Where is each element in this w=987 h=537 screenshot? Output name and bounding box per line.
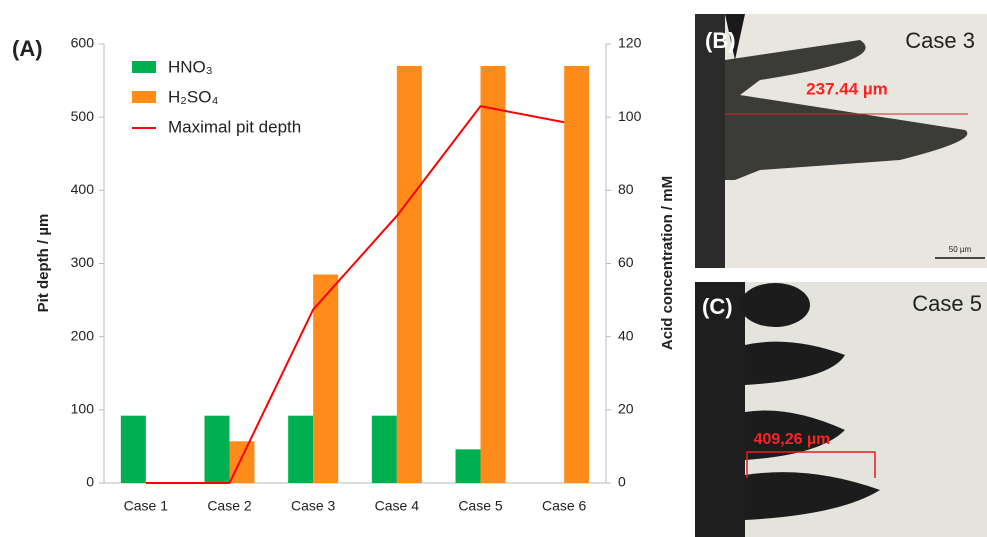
x-tick-label: Case 5: [458, 498, 503, 514]
y-tick-label: 200: [71, 327, 95, 343]
y-tick-label: 400: [71, 181, 95, 197]
bar: [288, 416, 313, 483]
legend-label: HNO₃: [168, 57, 213, 76]
bar: [372, 416, 397, 483]
y-tick-label: 600: [71, 35, 95, 51]
bar: [121, 416, 146, 483]
image-caption: Case 5: [912, 291, 982, 316]
bar: [481, 66, 506, 483]
figure: (A) Pit depth / µm Acid concentration / …: [0, 0, 987, 537]
measurement-label: 237.44 µm: [806, 79, 888, 98]
y2-tick-label: 100: [618, 108, 642, 124]
y-tick-label: 500: [71, 108, 95, 124]
legend-label: Maximal pit depth: [168, 117, 301, 136]
legend-swatch: [132, 61, 156, 73]
y2-tick-label: 0: [618, 474, 626, 490]
y-tick-label: 300: [71, 254, 95, 270]
y2-tick-label: 120: [618, 35, 642, 51]
y-tick-label: 100: [71, 401, 95, 417]
image-caption: Case 3: [905, 28, 975, 53]
panel-label: (B): [705, 28, 736, 53]
x-tick-label: Case 3: [291, 498, 336, 514]
measurement-label: 409,26 µm: [754, 431, 831, 448]
y2-axis-label: Acid concentration / mM: [659, 176, 676, 350]
x-tick-label: Case 2: [207, 498, 252, 514]
legend-label: H₂SO₄: [168, 87, 218, 106]
legend-swatch: [132, 91, 156, 103]
y-axis-label: Pit depth / µm: [35, 214, 52, 313]
y2-tick-label: 80: [618, 181, 634, 197]
y2-tick-label: 60: [618, 254, 634, 270]
bar: [456, 449, 481, 483]
x-tick-label: Case 1: [124, 498, 169, 514]
y2-tick-label: 20: [618, 401, 634, 417]
panel-label: (C): [702, 294, 733, 319]
bar: [205, 416, 230, 483]
y-tick-label: 0: [86, 474, 94, 490]
micrograph-c: [695, 282, 987, 537]
bar: [397, 66, 422, 483]
y2-tick-label: 40: [618, 327, 634, 343]
bar: [564, 66, 589, 483]
scale-bar-label: 50 µm: [949, 245, 972, 254]
panel-label: (A): [12, 36, 43, 61]
x-tick-label: Case 6: [542, 498, 587, 514]
x-tick-label: Case 4: [375, 498, 420, 514]
